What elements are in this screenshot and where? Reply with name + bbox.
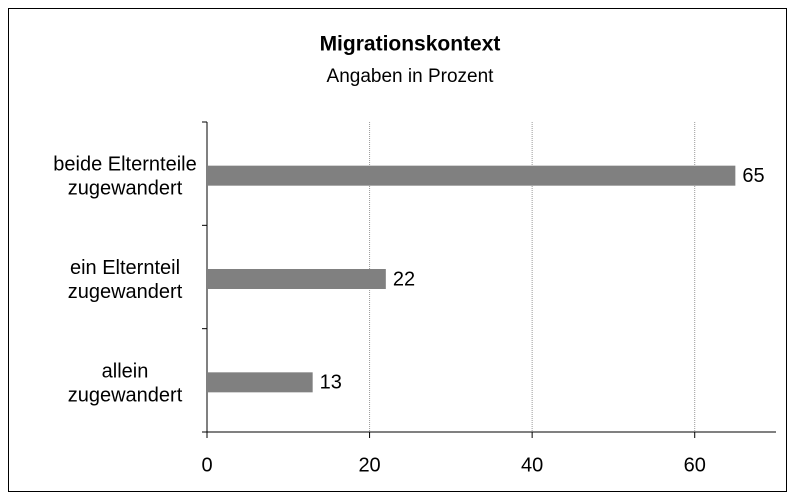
x-tick-label: 20: [358, 454, 380, 476]
x-tick-label: 60: [684, 454, 706, 476]
y-tick-label: ein Elternteil zugewandert: [68, 257, 183, 303]
chart-frame: [8, 8, 787, 492]
bar: [207, 165, 736, 186]
y-tick-label: allein zugewandert: [68, 361, 183, 407]
chart-subtitle: Angaben in Prozent: [327, 66, 495, 87]
y-tick-label: beide Elternteile zugewandert: [53, 154, 196, 200]
data-label: 22: [393, 268, 415, 290]
bar: [207, 269, 386, 289]
x-tick-label: 40: [521, 454, 543, 476]
x-tick-label: 0: [201, 454, 212, 476]
data-label: 13: [320, 372, 342, 394]
data-label: 65: [742, 165, 764, 187]
bar: [207, 372, 313, 393]
chart-title: Migrationskontext: [320, 33, 501, 56]
